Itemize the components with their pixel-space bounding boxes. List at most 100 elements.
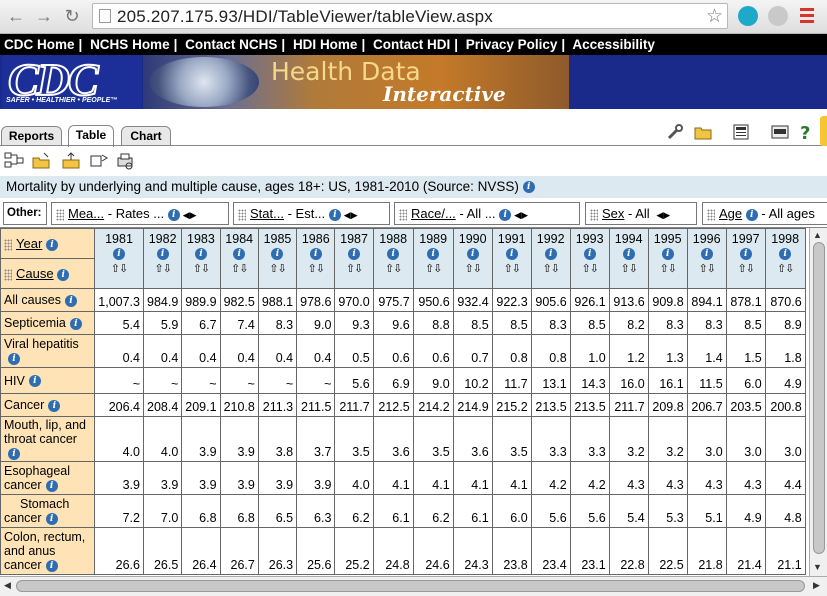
bookmark-star-icon[interactable]: ☆ xyxy=(705,6,723,27)
year-column-header[interactable]: 1985 i ⇧⇩ xyxy=(257,228,298,289)
cause-info-icon[interactable]: i xyxy=(64,294,77,307)
open-folder-icon[interactable] xyxy=(32,152,52,170)
sort-arrows-icon[interactable]: ⇧⇩ xyxy=(503,263,520,275)
sort-arrows-icon[interactable]: ⇧⇩ xyxy=(230,263,248,275)
year-info-icon[interactable]: i xyxy=(45,238,58,251)
dimension-name[interactable]: Mea... xyxy=(68,206,105,221)
sort-arrows-icon[interactable]: ⇧⇩ xyxy=(464,263,481,275)
year-info-icon[interactable]: i xyxy=(661,247,674,260)
sort-arrows-icon[interactable]: ⇧⇩ xyxy=(384,263,402,275)
folder-icon[interactable] xyxy=(694,123,712,141)
dimension-name[interactable]: Age xyxy=(719,206,743,221)
scroll-right-icon[interactable]: ▶ xyxy=(813,580,820,590)
dimension-info-icon[interactable]: i xyxy=(328,208,341,221)
year-column-header[interactable]: 1992 i ⇧⇩ xyxy=(530,228,571,289)
prev-next-arrows-icon[interactable]: ◀▶ xyxy=(656,210,671,220)
year-info-icon[interactable]: i xyxy=(271,247,284,260)
cause-info-icon[interactable]: i xyxy=(45,512,58,525)
year-label[interactable]: Year xyxy=(16,236,43,251)
year-info-icon[interactable]: i xyxy=(739,247,752,260)
cause-row-header[interactable]: Colon, rectum, and anus cancer i xyxy=(0,527,95,575)
year-info-icon[interactable]: i xyxy=(700,247,713,260)
cause-info-icon[interactable]: i xyxy=(28,375,41,388)
year-column-header[interactable]: 1984 i ⇧⇩ xyxy=(219,228,259,289)
nav-hdi-home[interactable]: HDI Home xyxy=(292,37,358,52)
drag-handle-icon[interactable] xyxy=(4,238,12,251)
dimension-age[interactable]: Age i - All ages xyxy=(702,202,827,225)
cause-row-header[interactable]: Mouth, lip, and throat canceri xyxy=(0,416,95,462)
year-column-header[interactable]: 1997 i ⇧⇩ xyxy=(725,228,766,289)
year-info-icon[interactable]: i xyxy=(779,247,792,260)
year-column-header[interactable]: 1996 i ⇧⇩ xyxy=(686,228,727,289)
nav-privacy-policy[interactable]: Privacy Policy xyxy=(465,37,558,52)
tab-reports[interactable]: Reports xyxy=(1,126,62,146)
dimension-info-icon[interactable]: i xyxy=(167,208,180,221)
nav-contact-nchs[interactable]: Contact NCHS xyxy=(185,37,278,52)
drag-handle-icon[interactable] xyxy=(399,208,407,221)
year-info-icon[interactable]: i xyxy=(194,247,207,260)
tab-chart[interactable]: Chart xyxy=(121,126,171,146)
sort-arrows-icon[interactable]: ⇧⇩ xyxy=(192,263,210,275)
dimension-name[interactable]: Stat... xyxy=(250,206,284,221)
nav-nchs-home[interactable]: NCHS Home xyxy=(90,37,170,52)
year-column-header[interactable]: 1998 i ⇧⇩ xyxy=(764,228,806,289)
sort-arrows-icon[interactable]: ⇧⇩ xyxy=(110,263,128,275)
drag-handle-icon[interactable] xyxy=(707,208,715,221)
sort-arrows-icon[interactable]: ⇧⇩ xyxy=(659,263,676,275)
scroll-up-icon[interactable]: ▲ xyxy=(813,230,822,240)
dimension-race[interactable]: Race/... - All ... i ◀▶ xyxy=(394,202,580,225)
prev-next-arrows-icon[interactable]: ◀▶ xyxy=(343,210,358,220)
horizontal-scroll-thumb[interactable] xyxy=(16,580,805,592)
cause-info-icon[interactable]: i xyxy=(8,447,20,460)
back-icon[interactable]: ← xyxy=(7,6,25,26)
tab-table[interactable]: Table xyxy=(68,125,114,147)
year-column-header[interactable]: 1987 i ⇧⇩ xyxy=(334,228,374,289)
year-column-header[interactable]: 1982 i ⇧⇩ xyxy=(142,228,183,289)
cause-row-header[interactable]: All causes i xyxy=(0,288,95,312)
year-info-icon[interactable]: i xyxy=(583,247,596,260)
scroll-down-icon[interactable]: ▼ xyxy=(813,562,822,572)
year-dimension-header[interactable]: Year i xyxy=(0,228,95,259)
menu-icon[interactable] xyxy=(800,8,814,24)
swap-icon[interactable] xyxy=(89,152,109,170)
cause-info-icon[interactable]: i xyxy=(8,352,20,365)
nav-accessibility[interactable]: Accessibility xyxy=(572,37,655,52)
layout-icon[interactable] xyxy=(4,152,24,170)
sort-arrows-icon[interactable]: ⇧⇩ xyxy=(620,263,637,275)
year-column-header[interactable]: 1994 i ⇧⇩ xyxy=(608,228,649,289)
cause-row-header[interactable]: Viral hepatitisi xyxy=(0,334,95,368)
sort-arrows-icon[interactable]: ⇧⇩ xyxy=(737,263,754,275)
dimension-measure[interactable]: Mea... - Rates ... i ◀▶ xyxy=(51,202,229,225)
cdc-logo[interactable]: CDC SAFER • HEALTHIER • PEOPLE™ xyxy=(2,55,142,109)
cause-info-icon[interactable]: i xyxy=(69,317,82,330)
dimension-sex[interactable]: Sex - All ◀▶ xyxy=(585,202,697,225)
cause-row-header[interactable]: Septicemia i xyxy=(0,311,95,335)
horizontal-scrollbar[interactable]: ◀ ▶ xyxy=(0,576,827,596)
drag-handle-icon[interactable] xyxy=(4,268,12,281)
cause-info-icon[interactable]: i xyxy=(45,479,58,492)
drag-handle-icon[interactable] xyxy=(590,208,598,221)
cause-info-icon[interactable]: i xyxy=(48,399,61,412)
cause-label[interactable]: Cause xyxy=(16,266,54,281)
address-bar[interactable]: 205.207.175.93/HDI/TableViewer/tableView… xyxy=(92,3,728,29)
print-icon[interactable] xyxy=(115,152,135,170)
nav-contact-hdi[interactable]: Contact HDI xyxy=(373,37,451,52)
dimension-name[interactable]: Race/... xyxy=(411,206,456,221)
extension-icon[interactable] xyxy=(738,6,758,26)
title-info-icon[interactable]: i xyxy=(522,181,535,194)
cause-row-header[interactable]: Cancer i xyxy=(0,393,95,417)
help-icon[interactable]: ? xyxy=(797,123,815,141)
year-column-header[interactable]: 1989 i ⇧⇩ xyxy=(412,228,454,289)
year-column-header[interactable]: 1991 i ⇧⇩ xyxy=(491,228,532,289)
side-tab-icon[interactable] xyxy=(820,116,827,146)
drag-handle-icon[interactable] xyxy=(238,208,246,221)
year-info-icon[interactable]: i xyxy=(113,247,125,260)
sort-arrows-icon[interactable]: ⇧⇩ xyxy=(269,263,286,275)
year-info-icon[interactable]: i xyxy=(427,247,440,260)
year-column-header[interactable]: 1990 i ⇧⇩ xyxy=(452,228,493,289)
year-column-header[interactable]: 1993 i ⇧⇩ xyxy=(569,228,610,289)
year-info-icon[interactable]: i xyxy=(156,247,169,260)
sort-arrows-icon[interactable]: ⇧⇩ xyxy=(698,263,715,275)
extension-ghost-icon[interactable] xyxy=(768,6,788,26)
sort-arrows-icon[interactable]: ⇧⇩ xyxy=(776,263,794,275)
